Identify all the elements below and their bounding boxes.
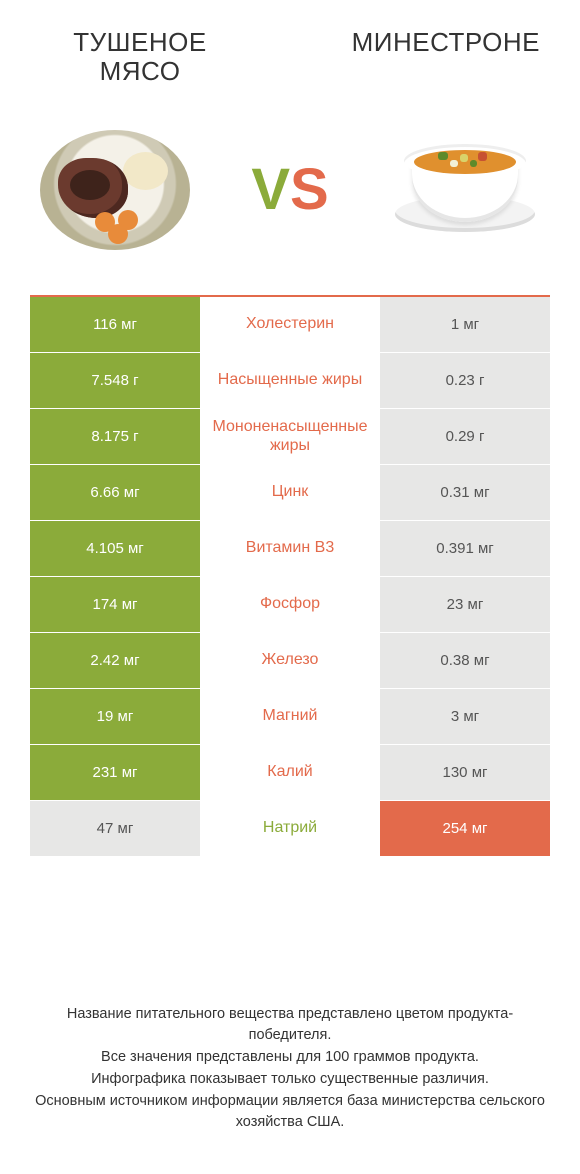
table-row: 19 мгМагний3 мг: [30, 689, 550, 745]
nutrient-name: Магний: [200, 689, 380, 744]
nutrient-name: Мононенасыщенные жиры: [200, 409, 380, 464]
title-left-line1: ТУШЕНОЕ: [73, 27, 206, 57]
vs-letter-v: V: [251, 157, 290, 222]
footnote-line: Основным источником информации является …: [35, 1093, 545, 1131]
table-row: 231 мгКалий130 мг: [30, 745, 550, 801]
value-right: 0.29 г: [380, 409, 550, 464]
title-left-line2: МЯСО: [100, 56, 181, 86]
table-row: 47 мгНатрий254 мг: [30, 801, 550, 857]
value-right: 3 мг: [380, 689, 550, 744]
value-left: 2.42 мг: [30, 633, 200, 688]
value-right: 0.31 мг: [380, 465, 550, 520]
nutrient-name: Насыщенные жиры: [200, 353, 380, 408]
header: ТУШЕНОЕ МЯСО МИНЕСТРОНЕ: [0, 0, 580, 95]
value-right: 254 мг: [380, 801, 550, 856]
soup-bowl-icon: [390, 130, 540, 250]
footnote-line: Все значения представлены для 100 граммо…: [101, 1049, 479, 1065]
value-right: 0.23 г: [380, 353, 550, 408]
dish-right-image: [380, 115, 550, 265]
vs-letter-s: S: [290, 157, 329, 222]
value-left: 47 мг: [30, 801, 200, 856]
table-row: 116 мгХолестерин1 мг: [30, 297, 550, 353]
nutrient-name: Витамин B3: [200, 521, 380, 576]
table-row: 174 мгФосфор23 мг: [30, 577, 550, 633]
nutrient-name: Холестерин: [200, 297, 380, 352]
footnote-line: Название питательного вещества представл…: [67, 1006, 513, 1044]
meat-plate-icon: [40, 130, 190, 250]
footnote-line: Инфографика показывает только существенн…: [91, 1071, 489, 1087]
table-row: 7.548 гНасыщенные жиры0.23 г: [30, 353, 550, 409]
footnote: Название питательного вещества представл…: [30, 1004, 550, 1135]
value-left: 7.548 г: [30, 353, 200, 408]
value-left: 174 мг: [30, 577, 200, 632]
value-right: 130 мг: [380, 745, 550, 800]
table-row: 4.105 мгВитамин B30.391 мг: [30, 521, 550, 577]
value-left: 4.105 мг: [30, 521, 200, 576]
title-right: МИНЕСТРОНЕ: [340, 28, 540, 57]
value-right: 0.391 мг: [380, 521, 550, 576]
value-left: 116 мг: [30, 297, 200, 352]
nutrient-table: 116 мгХолестерин1 мг7.548 гНасыщенные жи…: [30, 295, 550, 857]
value-left: 231 мг: [30, 745, 200, 800]
value-left: 8.175 г: [30, 409, 200, 464]
value-right: 1 мг: [380, 297, 550, 352]
value-right: 23 мг: [380, 577, 550, 632]
nutrient-name: Натрий: [200, 801, 380, 856]
dish-left-image: [30, 115, 200, 265]
vs-label: VS: [251, 161, 328, 219]
nutrient-name: Фосфор: [200, 577, 380, 632]
nutrient-name: Железо: [200, 633, 380, 688]
nutrient-name: Калий: [200, 745, 380, 800]
nutrient-name: Цинк: [200, 465, 380, 520]
title-left: ТУШЕНОЕ МЯСО: [40, 28, 240, 85]
table-row: 2.42 мгЖелезо0.38 мг: [30, 633, 550, 689]
table-row: 8.175 гМононенасыщенные жиры0.29 г: [30, 409, 550, 465]
value-left: 6.66 мг: [30, 465, 200, 520]
vs-row: VS: [0, 95, 580, 295]
value-right: 0.38 мг: [380, 633, 550, 688]
value-left: 19 мг: [30, 689, 200, 744]
table-row: 6.66 мгЦинк0.31 мг: [30, 465, 550, 521]
